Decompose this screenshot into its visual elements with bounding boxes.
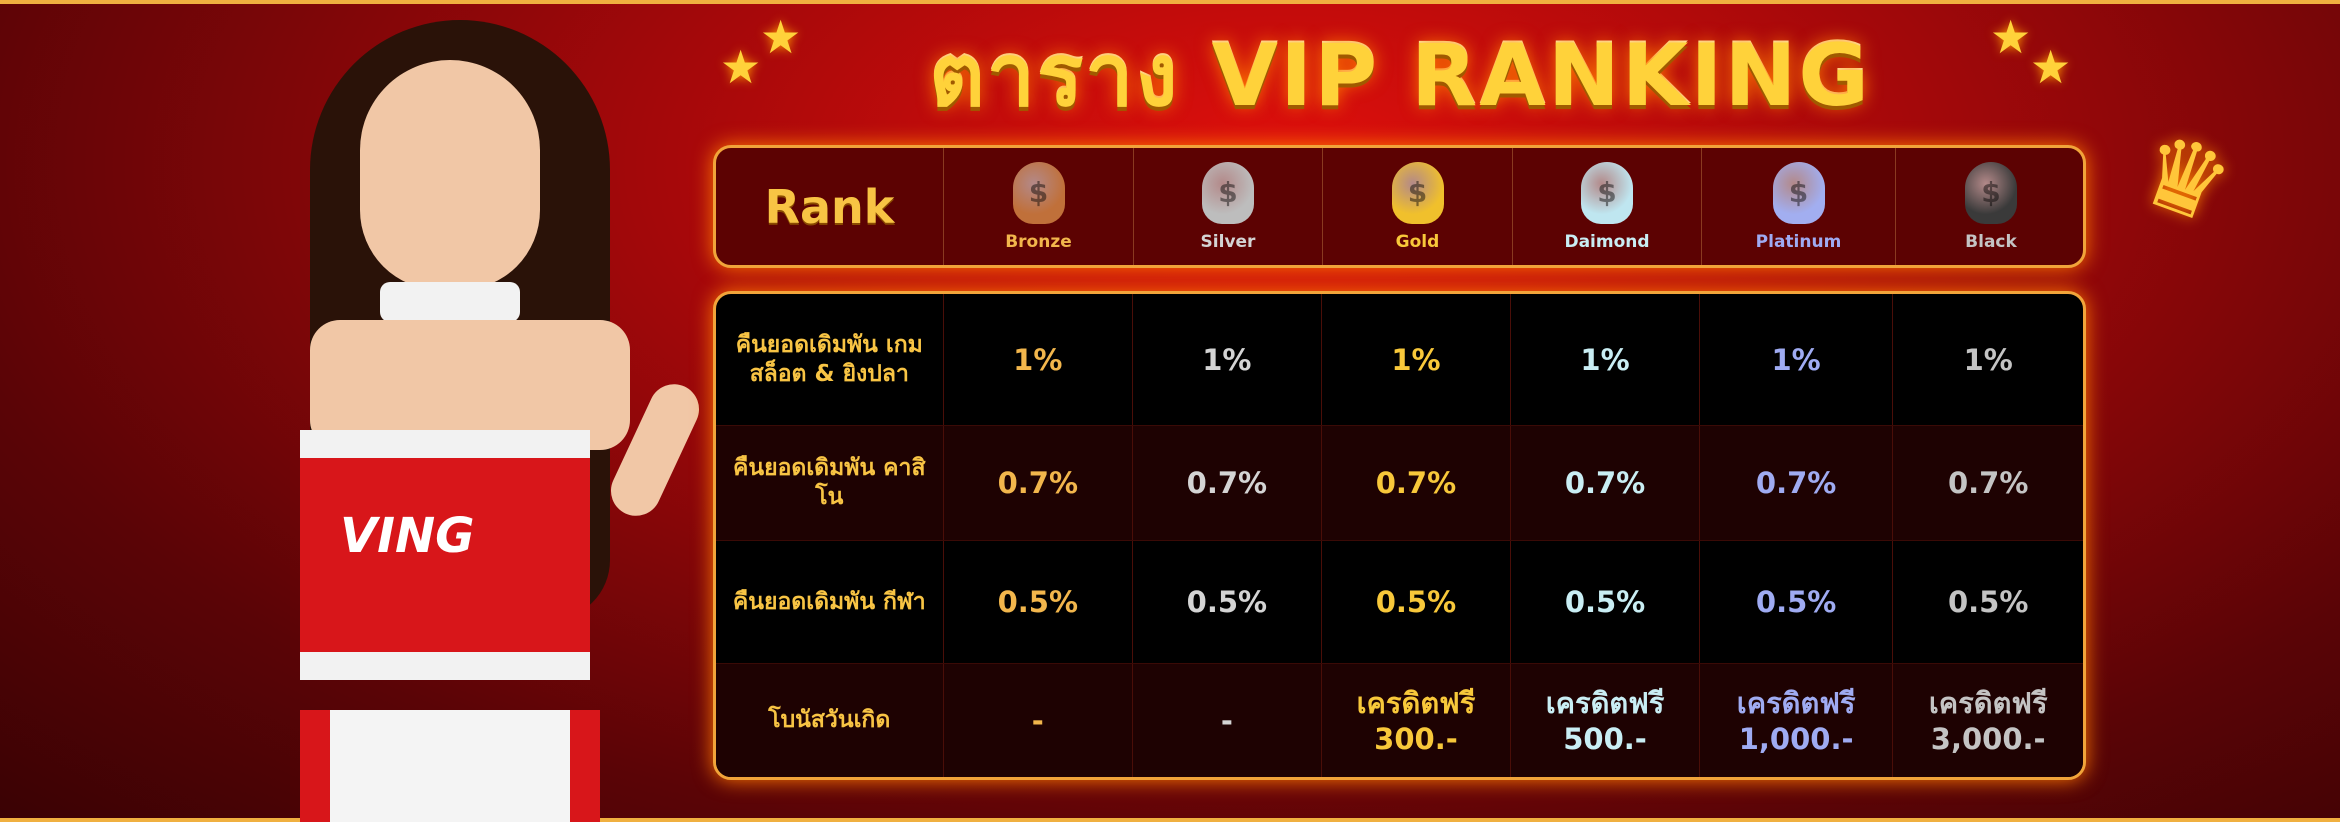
tier-name: Silver	[1200, 231, 1256, 252]
star-icon: ★	[720, 40, 762, 94]
table-cell: 0.5%	[1698, 541, 1893, 663]
star-icon: ★	[1990, 10, 2032, 64]
table-cell: 0.7%	[1892, 426, 2083, 540]
table-cell: -	[942, 664, 1133, 777]
rank-label: Rank	[764, 179, 895, 234]
table-cell: 0.5%	[942, 541, 1133, 663]
tier-gold: $ Gold	[1322, 148, 1512, 265]
tier-black: $ Black	[1895, 148, 2086, 265]
table-cell: เครดิตฟรี 500.-	[1510, 664, 1699, 777]
table-cell: 1%	[1698, 294, 1893, 425]
medal-icon: $	[1391, 161, 1444, 224]
tier-name: Bronze	[1005, 231, 1072, 252]
table-cell: 1%	[1132, 294, 1321, 425]
table-cell: 0.7%	[1320, 426, 1511, 540]
tier-name: Gold	[1395, 231, 1440, 252]
star-icon: ★	[760, 10, 802, 64]
vip-table: คืนยอดเดิมพัน เกมสล็อต & ยิงปลา 1% 1% 1% 1% 1…	[713, 291, 2086, 780]
table-cell: เครดิตฟรี 1,000.-	[1698, 664, 1893, 777]
rank-header: Rank $ Bronze $ Silver $ Gold $ Daimond $ Platinu…	[713, 145, 2086, 268]
table-cell: 1%	[1892, 294, 2083, 425]
row-label: คืนยอดเดิมพัน เกมสล็อต & ยิงปลา	[735, 331, 923, 387]
table-cell: 0.7%	[1698, 426, 1893, 540]
medal-icon: $	[1202, 161, 1254, 224]
table-cell: -	[1132, 664, 1321, 777]
table-cell: 0.7%	[942, 426, 1133, 540]
table-row: คืนยอดเดิมพัน คาสิโน 0.7% 0.7% 0.7% 0.7% 0.7%…	[716, 425, 2083, 540]
medal-icon: $	[1012, 161, 1065, 224]
medal-icon: $	[1965, 161, 2017, 224]
tier-platinum: $ Platinum	[1701, 148, 1895, 265]
table-cell: 0.5%	[1892, 541, 2083, 663]
row-label: โบนัสวันเกิด	[768, 707, 891, 733]
table-cell: 0.5%	[1320, 541, 1511, 663]
star-icon: ★	[2030, 40, 2072, 94]
tier-bronze: $ Bronze	[943, 148, 1133, 265]
tier-daimond: $ Daimond	[1512, 148, 1701, 265]
table-row: โบนัสวันเกิด - - เครดิตฟรี 300.- เครดิตฟรี 5…	[716, 663, 2083, 777]
tier-name: Daimond	[1564, 231, 1650, 252]
table-row: คืนยอดเดิมพัน กีฬา 0.5% 0.5% 0.5% 0.5% 0.5% 0.…	[716, 540, 2083, 663]
row-label: คืนยอดเดิมพัน คาสิโน	[732, 455, 926, 510]
table-row: คืนยอดเดิมพัน เกมสล็อต & ยิงปลา 1% 1% 1% 1% 1…	[716, 294, 2083, 425]
medal-icon: $	[1772, 161, 1825, 224]
page-title: ตาราง VIP RANKING	[928, 25, 1872, 126]
table-cell: 0.7%	[1510, 426, 1699, 540]
table-cell: 1%	[942, 294, 1133, 425]
model-image: VING	[200, 20, 708, 822]
row-label: คืนยอดเดิมพัน กีฬา	[732, 588, 926, 615]
table-cell: 1%	[1320, 294, 1511, 425]
table-cell: 0.5%	[1510, 541, 1699, 663]
table-cell: เครดิตฟรี 300.-	[1320, 664, 1511, 777]
table-cell: 0.5%	[1132, 541, 1321, 663]
medal-icon: $	[1581, 161, 1633, 224]
tier-name: Black	[1965, 231, 2017, 252]
tier-name: Platinum	[1755, 231, 1842, 252]
table-cell: 0.7%	[1132, 426, 1321, 540]
table-cell: เครดิตฟรี 3,000.-	[1892, 664, 2083, 777]
brand-logo: VING	[340, 508, 475, 564]
table-cell: 1%	[1510, 294, 1699, 425]
tier-silver: $ Silver	[1133, 148, 1322, 265]
